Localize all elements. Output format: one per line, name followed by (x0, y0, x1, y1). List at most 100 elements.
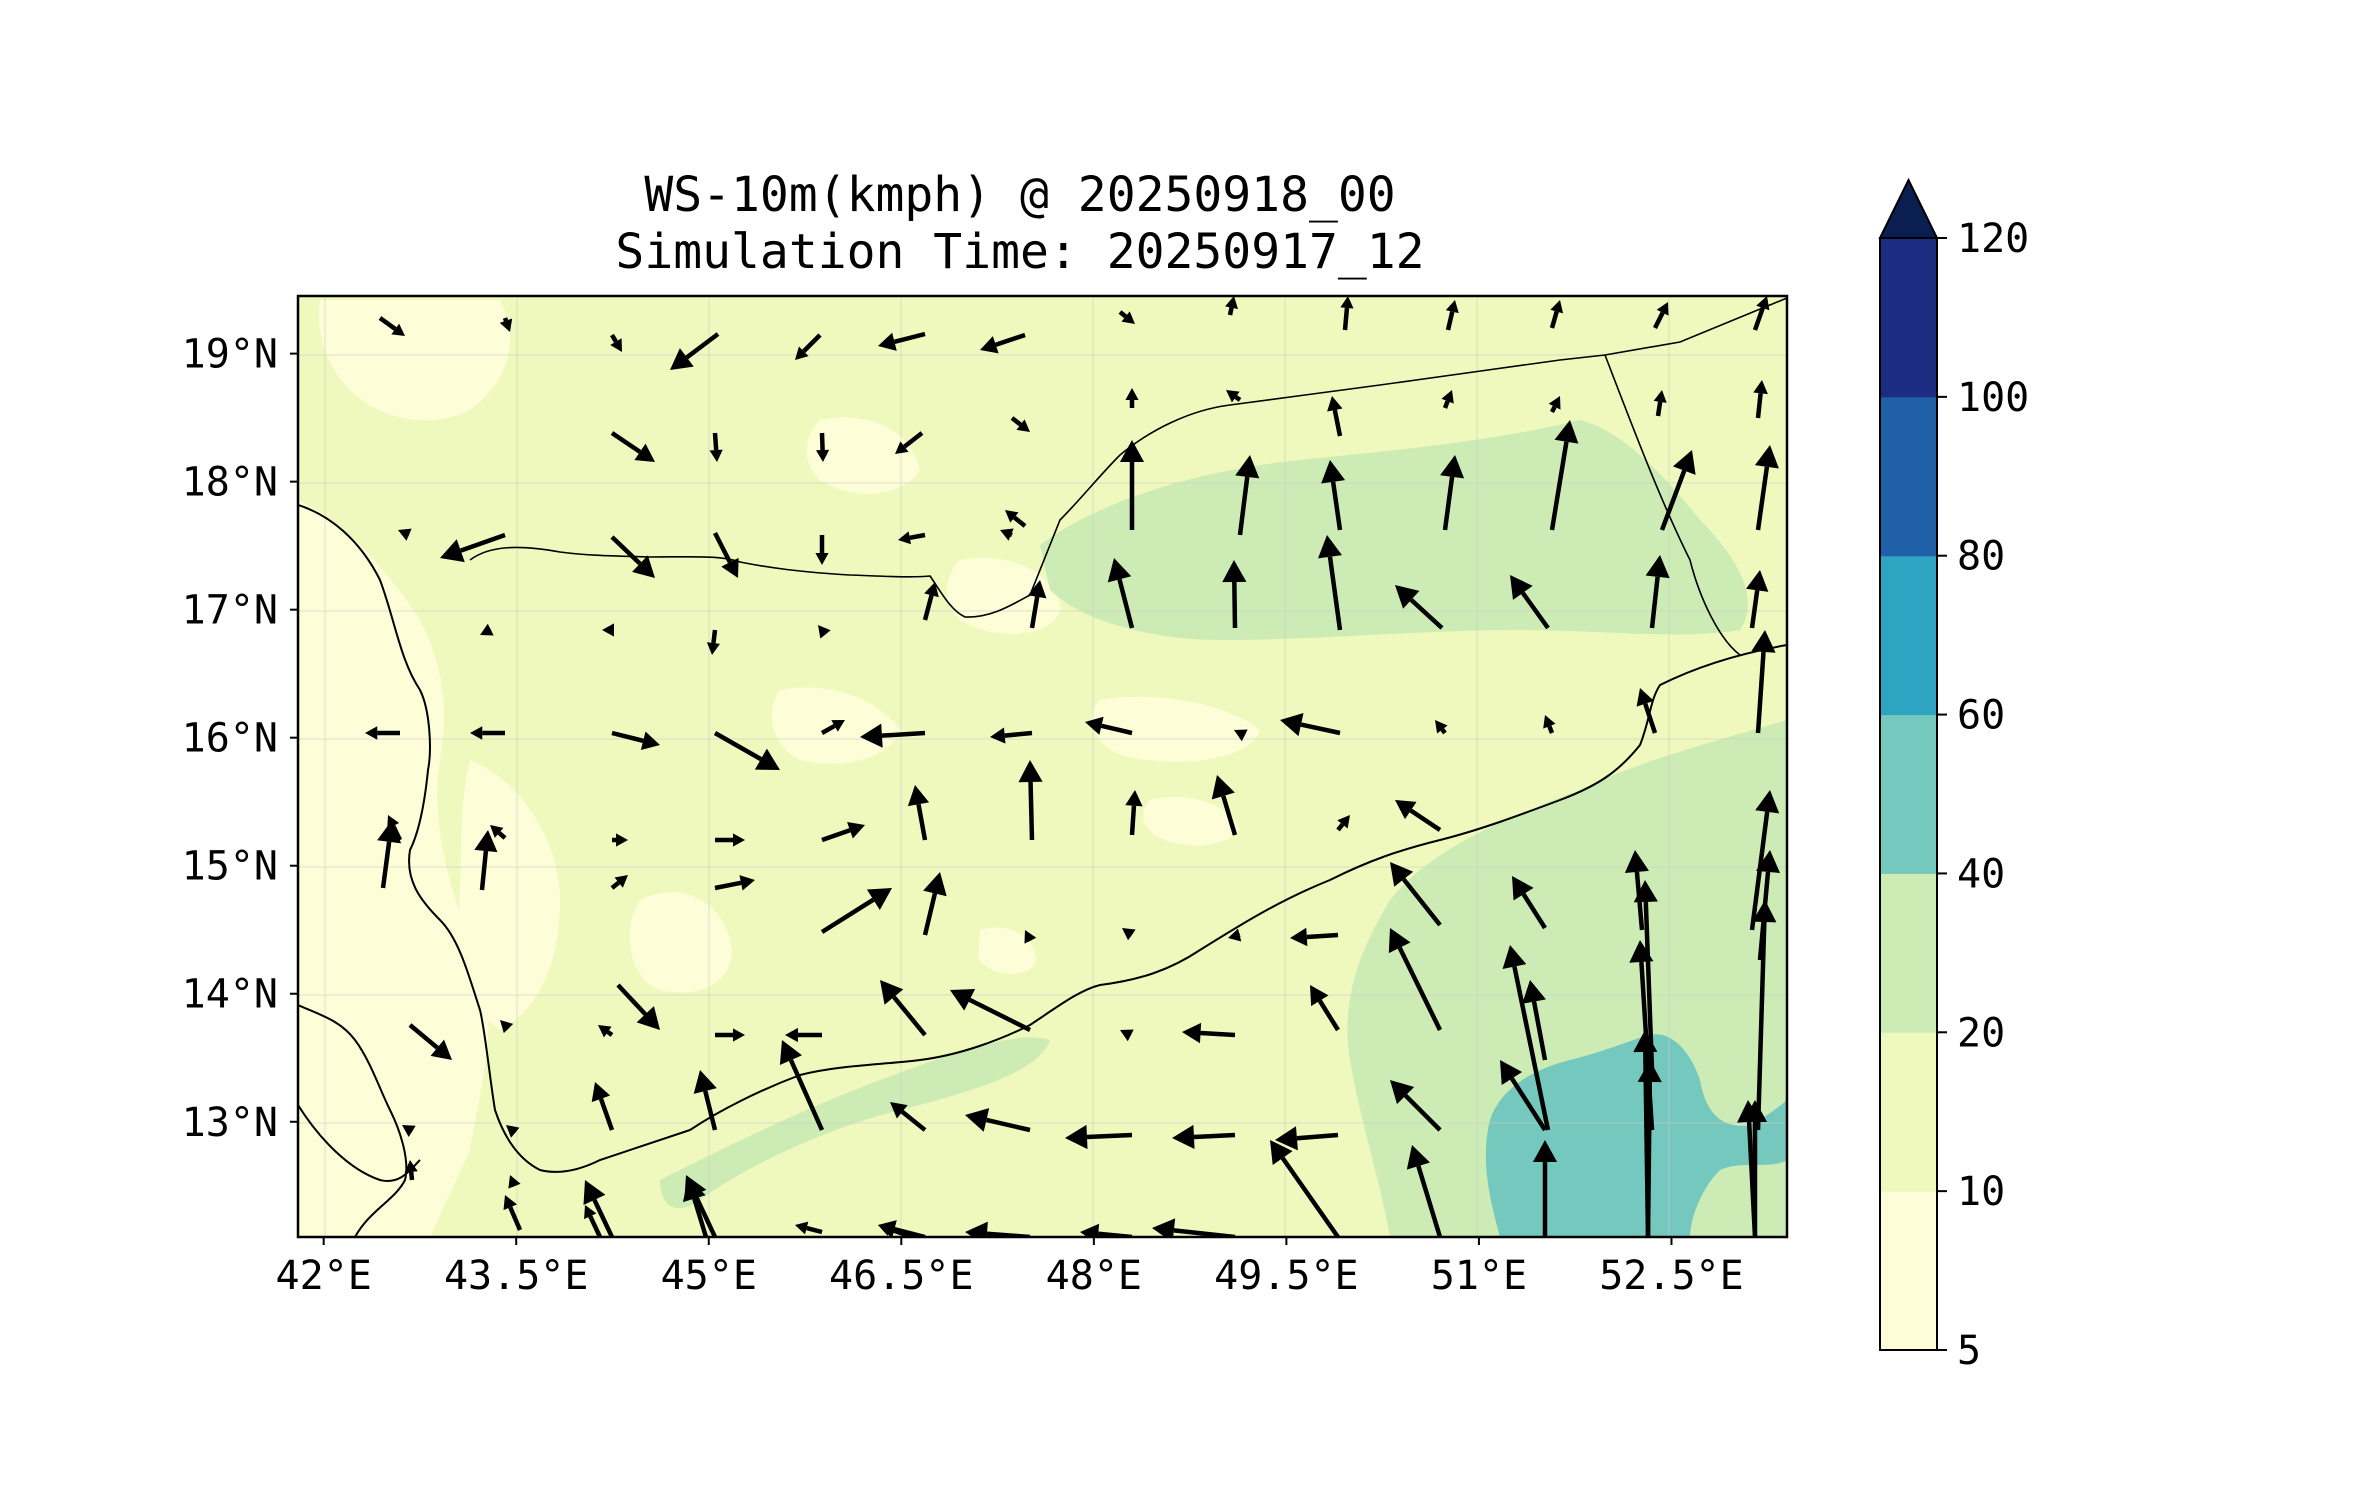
map-gridlines (298, 296, 1787, 1237)
x-tick-label: 49.5°E (1214, 1253, 1359, 1299)
wind-arrow (1751, 630, 1776, 734)
wind-arrow (922, 582, 939, 621)
colorbar-frame (1879, 237, 1938, 1351)
wind-arrow (610, 431, 655, 462)
wind-arrow (1746, 570, 1769, 629)
low-wind-zone (806, 417, 920, 494)
wind-arrow (440, 532, 506, 563)
high-wind-zone (1485, 1034, 1787, 1237)
wind-arrow (670, 332, 720, 370)
wind-arrow (612, 833, 628, 847)
wind-arrow (715, 833, 745, 847)
saudi-yemen-border (469, 354, 1606, 618)
wind-arrow (1549, 420, 1579, 531)
x-tick-label: 48°E (1046, 1253, 1142, 1299)
wind-arrow (1390, 1080, 1442, 1132)
wind-arrow (1522, 980, 1548, 1061)
wind-arrow (1027, 580, 1047, 629)
wind-vectors (365, 296, 1781, 1237)
x-tick-label: 52.5°E (1599, 1253, 1744, 1299)
wind-arrow (1085, 716, 1133, 736)
wind-arrow (490, 825, 507, 840)
wind-arrow (402, 1125, 416, 1137)
wind-arrow (1645, 555, 1670, 629)
colorbar-segment (1880, 555, 1937, 716)
wind-arrow (610, 875, 628, 890)
title-line-1: WS-10m(kmph) @ 20250918_00 (644, 167, 1395, 223)
title-line-2: Simulation Time: 20250917_12 (615, 224, 1424, 280)
wind-arrow (1737, 1100, 1762, 1237)
wind-arrow (1234, 729, 1248, 742)
wind-arrow (779, 1040, 825, 1131)
wind-arrow (714, 875, 755, 891)
african-coast (298, 1004, 408, 1237)
oman-border (1604, 297, 1787, 356)
wind-arrow (398, 528, 412, 541)
wind-arrow (693, 1070, 718, 1131)
wind-arrow (1317, 535, 1343, 631)
y-tick-label: 18°N (182, 460, 278, 506)
wind-arrow (980, 332, 1026, 354)
wind-arrow (1406, 1145, 1443, 1237)
wind-arrow (1512, 876, 1547, 930)
wind-arrow (907, 785, 930, 841)
x-tick-label: 45°E (661, 1253, 757, 1299)
colorbar-tick-label: 100 (1957, 375, 2029, 421)
x-tick-label: 43.5°E (444, 1253, 589, 1299)
wind-arrow (611, 730, 660, 751)
wind-arrow (1118, 310, 1135, 324)
wind-arrow (795, 333, 822, 360)
wind-arrow (583, 1180, 615, 1237)
wind-arrow (1336, 815, 1350, 832)
wind-arrow (878, 331, 926, 351)
low-wind-zone (978, 927, 1036, 974)
wind-arrow (1270, 1140, 1340, 1237)
y-tick-label: 14°N (182, 972, 278, 1018)
wind-arrow (1119, 440, 1145, 530)
wind-arrow (895, 431, 924, 454)
x-tick-label: 42°E (276, 1253, 372, 1299)
wind-arrow (408, 1023, 452, 1060)
low-wind-zone (459, 760, 560, 1030)
wind-arrow (878, 1222, 913, 1237)
wind-arrow (1752, 900, 1777, 1131)
wind-arrow (795, 1221, 823, 1235)
wind-arrow (1122, 928, 1136, 941)
wind-arrow (500, 1020, 514, 1034)
wind-arrow (1549, 300, 1564, 329)
low-wind-zone (1143, 796, 1240, 846)
wind-arrow (682, 1178, 709, 1237)
coastlines (298, 504, 1787, 1237)
colorbar-segment (1880, 873, 1937, 1033)
wind-arrow (1652, 302, 1669, 330)
wind-arrow (898, 531, 926, 545)
wind-arrow (480, 623, 494, 636)
y-tick-label: 16°N (182, 716, 278, 762)
wind-arrow (922, 872, 947, 936)
colorbar-segment (1880, 714, 1937, 874)
wind-arrow (1290, 927, 1339, 947)
wind-arrow (1637, 1060, 1662, 1237)
wind-arrow (1753, 380, 1768, 419)
wind-arrow (508, 1175, 521, 1189)
y-tick-label: 19°N (182, 332, 278, 378)
wind-arrow (1543, 715, 1556, 734)
wind-arrow (404, 1160, 418, 1181)
wind-arrow (706, 629, 720, 655)
wind-arrow (1752, 296, 1770, 331)
wind-arrow (1125, 388, 1139, 408)
wind-arrow (1024, 930, 1037, 944)
colorbar-tick-label: 40 (1957, 851, 2005, 897)
x-axis-ticks: 42°E 43.5°E 45°E 46.5°E 48°E 49.5°E 51°E 52.5°E (276, 1237, 1744, 1299)
oman-yemen-border (1604, 354, 1741, 656)
map-area (298, 296, 1787, 1237)
gulf-of-aden-coast (689, 644, 1787, 1131)
wind-arrow (470, 726, 505, 740)
y-axis-ticks: 19°N 18°N 17°N 16°N 15°N 14°N 13°N (182, 332, 298, 1146)
colorbar-tick-label: 5 (1957, 1328, 1981, 1374)
wind-arrow (1275, 1126, 1339, 1151)
wind-arrow (815, 535, 829, 565)
wind-arrow (709, 432, 723, 462)
wind-arrow (821, 821, 865, 843)
wind-arrow (1222, 560, 1247, 629)
